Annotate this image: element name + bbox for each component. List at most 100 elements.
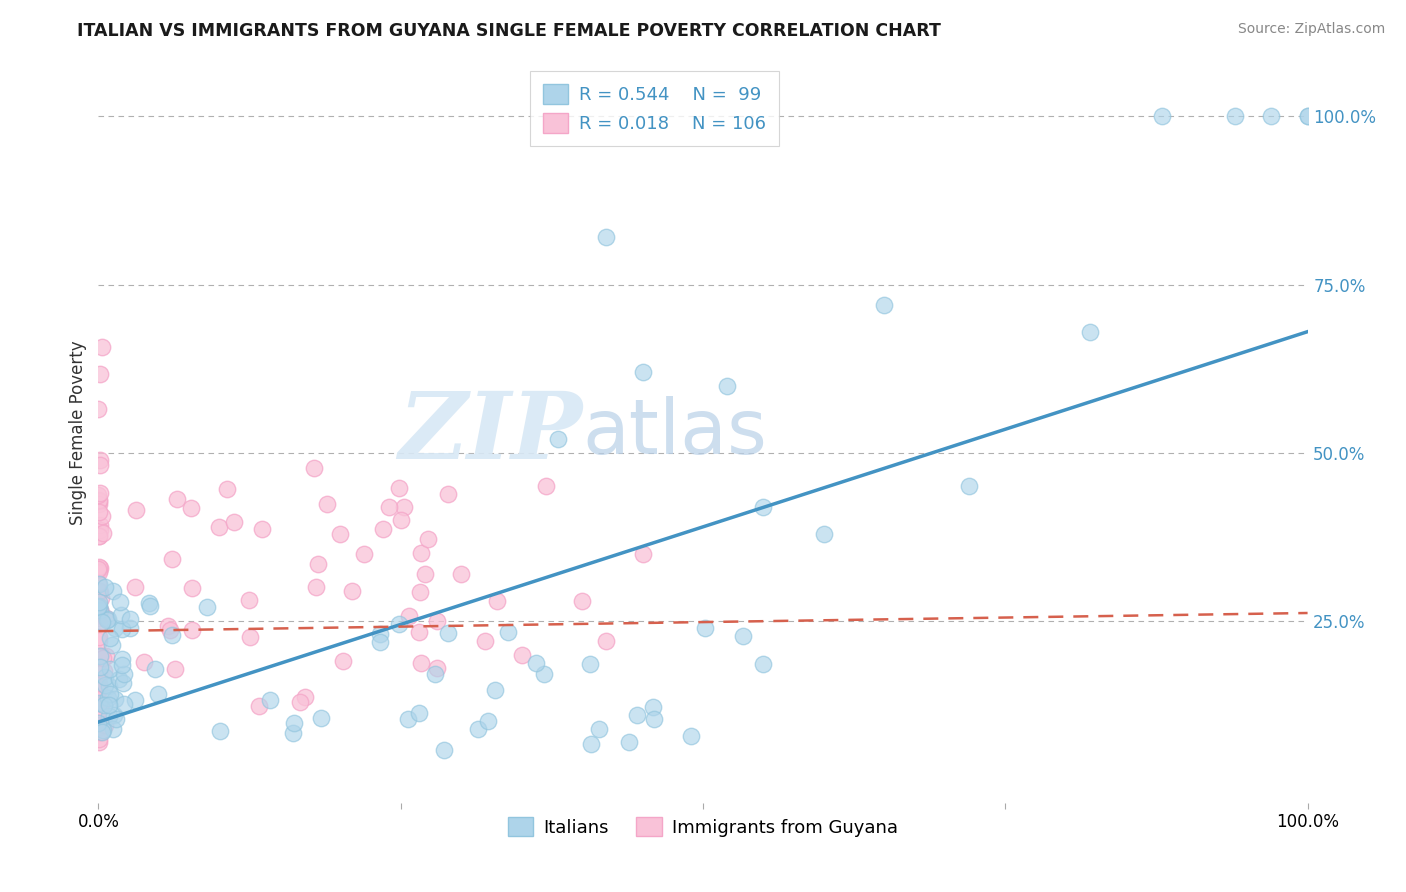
Point — [316, 497, 339, 511]
Point — [370, 627, 392, 641]
Point — [588, 723, 610, 737]
Point — [87, 402, 110, 417]
Point — [368, 635, 391, 649]
Point — [98, 687, 121, 701]
Point — [409, 547, 432, 561]
Y-axis label: Single Female Poverty: Single Female Poverty — [69, 341, 87, 524]
Point — [87, 529, 110, 543]
Point — [90, 648, 112, 662]
Point — [87, 505, 110, 519]
Point — [108, 595, 131, 609]
Point — [408, 706, 430, 720]
Point — [416, 533, 439, 547]
Point — [398, 608, 420, 623]
Point — [89, 367, 111, 381]
Point — [423, 666, 446, 681]
Point — [87, 607, 110, 622]
Point — [195, 599, 218, 614]
Point — [1260, 109, 1282, 123]
Point — [450, 566, 472, 581]
Point — [87, 583, 110, 598]
Point — [143, 662, 166, 676]
Point — [111, 658, 134, 673]
Point — [371, 523, 394, 537]
Point — [89, 702, 111, 716]
Point — [467, 722, 489, 736]
Point — [98, 698, 121, 712]
Point — [89, 486, 111, 500]
Point — [87, 665, 110, 679]
Point — [496, 624, 519, 639]
Point — [87, 583, 110, 598]
Point — [307, 557, 329, 571]
Point — [87, 714, 110, 729]
Point — [387, 617, 409, 632]
Point — [679, 729, 702, 743]
Point — [104, 621, 127, 635]
Point — [132, 655, 155, 669]
Point — [98, 662, 121, 676]
Point — [643, 712, 665, 726]
Point — [156, 619, 179, 633]
Point — [873, 298, 896, 312]
Point — [389, 513, 412, 527]
Point — [426, 614, 449, 628]
Point — [165, 662, 187, 676]
Point — [619, 735, 641, 749]
Point — [87, 493, 110, 508]
Point — [180, 581, 202, 595]
Point — [87, 595, 110, 609]
Point — [436, 487, 458, 501]
Point — [89, 561, 111, 575]
Point — [631, 547, 654, 561]
Point — [1296, 109, 1319, 123]
Point — [87, 682, 110, 697]
Point — [90, 340, 112, 354]
Point — [247, 699, 270, 714]
Point — [89, 497, 111, 511]
Point — [309, 711, 332, 725]
Point — [1296, 109, 1319, 123]
Point — [93, 718, 115, 732]
Point — [87, 732, 110, 747]
Text: ZIP: ZIP — [398, 388, 582, 477]
Point — [112, 675, 135, 690]
Point — [180, 501, 202, 516]
Point — [693, 621, 716, 635]
Point — [340, 584, 363, 599]
Point — [752, 657, 775, 672]
Point — [87, 631, 110, 645]
Point — [474, 634, 496, 648]
Point — [94, 670, 117, 684]
Point — [104, 712, 127, 726]
Point — [90, 591, 112, 605]
Point — [87, 696, 110, 710]
Point — [118, 621, 141, 635]
Point — [89, 604, 111, 618]
Point — [124, 581, 146, 595]
Point — [87, 676, 110, 690]
Point — [408, 624, 430, 639]
Point — [305, 581, 328, 595]
Text: atlas: atlas — [582, 396, 766, 469]
Point — [180, 623, 202, 637]
Point — [392, 500, 415, 515]
Point — [579, 737, 602, 751]
Point — [524, 656, 547, 670]
Point — [97, 691, 120, 706]
Point — [98, 631, 121, 645]
Point — [89, 518, 111, 533]
Point — [96, 614, 118, 628]
Point — [124, 692, 146, 706]
Point — [87, 633, 110, 648]
Point — [281, 726, 304, 740]
Point — [125, 503, 148, 517]
Point — [409, 657, 432, 671]
Point — [103, 691, 125, 706]
Point — [87, 597, 110, 611]
Point — [89, 458, 111, 473]
Point — [101, 723, 124, 737]
Point — [89, 725, 111, 739]
Point — [159, 624, 181, 638]
Point — [388, 481, 411, 495]
